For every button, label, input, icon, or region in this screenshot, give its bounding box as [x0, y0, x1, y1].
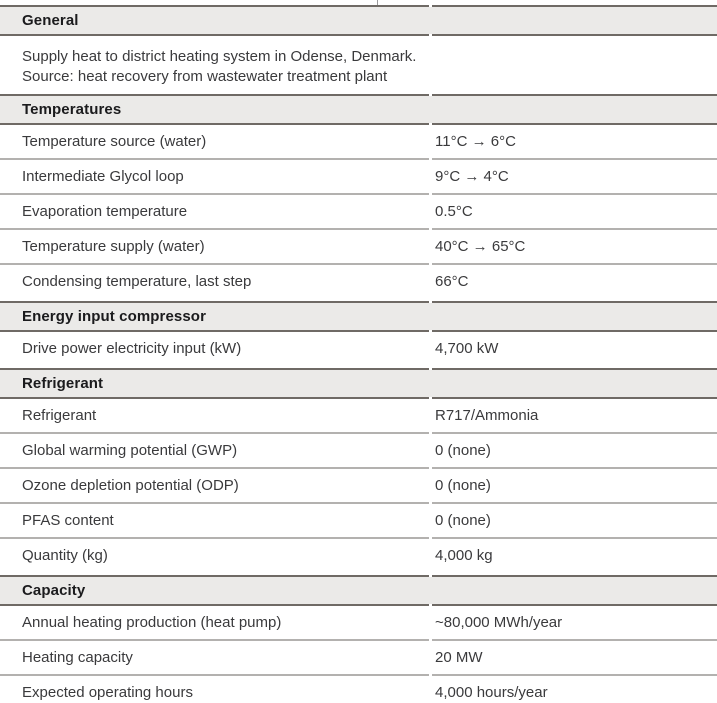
section-header: Refrigerant [0, 370, 717, 397]
table-row: PFAS content 0 (none) [0, 504, 717, 537]
section-top-border [0, 301, 717, 303]
section-top-border [0, 368, 717, 370]
section-bottom-border [0, 34, 717, 36]
section-title: Temperatures [22, 101, 122, 118]
row-value: 4,000 kg [435, 547, 493, 564]
table-row: Refrigerant R717/Ammonia [0, 399, 717, 432]
row-label: Condensing temperature, last step [22, 273, 252, 290]
section-title: Refrigerant [22, 375, 104, 392]
section-body: Drive power electricity input (kW) 4,700… [0, 332, 717, 368]
row-label: PFAS content [22, 512, 114, 529]
column-divider-remnant [377, 0, 378, 5]
section-top-border [0, 5, 717, 7]
row-separator [0, 158, 717, 160]
top-crop-remnant [0, 0, 717, 5]
table-row: Ozone depletion potential (ODP) 0 (none) [0, 469, 717, 502]
description-line: Supply heat to district heating system i… [22, 48, 417, 65]
row-separator [0, 263, 717, 265]
table-row: Global warming potential (GWP) 0 (none) [0, 434, 717, 467]
row-value: 11°C → 6°C [435, 133, 516, 150]
section-top-border [0, 94, 717, 96]
table-section: Energy input compressor Drive power elec… [0, 301, 717, 368]
row-value: 40°C → 65°C [435, 238, 526, 255]
section-title: Capacity [22, 582, 86, 599]
row-label: Intermediate Glycol loop [22, 168, 184, 185]
table-section: Capacity Annual heating production (heat… [0, 575, 717, 703]
table-row: Condensing temperature, last step 66°C [0, 265, 717, 298]
section-bottom-border [0, 604, 717, 606]
row-value: 0 (none) [435, 477, 491, 494]
row-value: 9°C → 4°C [435, 168, 509, 185]
row-label: Temperature source (water) [22, 133, 207, 150]
row-separator [0, 467, 717, 469]
row-value: 0 (none) [435, 512, 491, 529]
section-body: Annual heating production (heat pump) ~8… [0, 606, 717, 703]
table-row: Drive power electricity input (kW) 4,700… [0, 332, 717, 365]
table-section: General Supply heat to district heating … [0, 5, 717, 94]
section-description: Supply heat to district heating system i… [0, 36, 717, 91]
row-separator [0, 537, 717, 539]
row-label: Temperature supply (water) [22, 238, 205, 255]
row-separator [0, 193, 717, 195]
section-header: Temperatures [0, 96, 717, 123]
section-body: Supply heat to district heating system i… [0, 36, 717, 94]
row-label: Refrigerant [22, 407, 97, 424]
section-header: Capacity [0, 577, 717, 604]
row-label: Expected operating hours [22, 684, 193, 701]
row-separator [0, 228, 717, 230]
row-value: 0.5°C [435, 203, 473, 220]
row-label: Ozone depletion potential (ODP) [22, 477, 239, 494]
row-value: 20 MW [435, 649, 483, 666]
section-bottom-border [0, 123, 717, 125]
row-separator [0, 502, 717, 504]
table-row: Temperature supply (water) 40°C → 65°C [0, 230, 717, 263]
row-label: Heating capacity [22, 649, 133, 666]
table-row: Heating capacity 20 MW [0, 641, 717, 674]
section-header: Energy input compressor [0, 303, 717, 330]
row-value: R717/Ammonia [435, 407, 539, 424]
table-row: Evaporation temperature 0.5°C [0, 195, 717, 228]
row-value: 4,000 hours/year [435, 684, 548, 701]
table-row: Quantity (kg) 4,000 kg [0, 539, 717, 572]
section-title: Energy input compressor [22, 308, 207, 325]
table-row: Annual heating production (heat pump) ~8… [0, 606, 717, 639]
section-header: General [0, 7, 717, 34]
table-row: Intermediate Glycol loop 9°C → 4°C [0, 160, 717, 193]
row-label: Evaporation temperature [22, 203, 188, 220]
row-value: 0 (none) [435, 442, 491, 459]
row-separator [0, 639, 717, 641]
section-title: General [22, 12, 79, 29]
section-bottom-border [0, 397, 717, 399]
row-label: Global warming potential (GWP) [22, 442, 238, 459]
row-value: 66°C [435, 273, 469, 290]
row-label: Quantity (kg) [22, 547, 108, 564]
table-section: Temperatures Temperature source (water) … [0, 94, 717, 301]
row-separator [0, 674, 717, 676]
row-value: 4,700 kW [435, 340, 499, 357]
row-label: Annual heating production (heat pump) [22, 614, 282, 631]
row-separator [0, 432, 717, 434]
table-row: Expected operating hours 4,000 hours/yea… [0, 676, 717, 703]
section-top-border [0, 575, 717, 577]
table-section: Refrigerant Refrigerant R717/Ammonia Glo… [0, 368, 717, 575]
description-line: Source: heat recovery from wastewater tr… [22, 68, 388, 85]
section-bottom-border [0, 330, 717, 332]
section-body: Refrigerant R717/Ammonia Global warming … [0, 399, 717, 575]
row-label: Drive power electricity input (kW) [22, 340, 242, 357]
table-row: Temperature source (water) 11°C → 6°C [0, 125, 717, 158]
section-body: Temperature source (water) 11°C → 6°C In… [0, 125, 717, 301]
row-value: ~80,000 MWh/year [435, 614, 563, 631]
